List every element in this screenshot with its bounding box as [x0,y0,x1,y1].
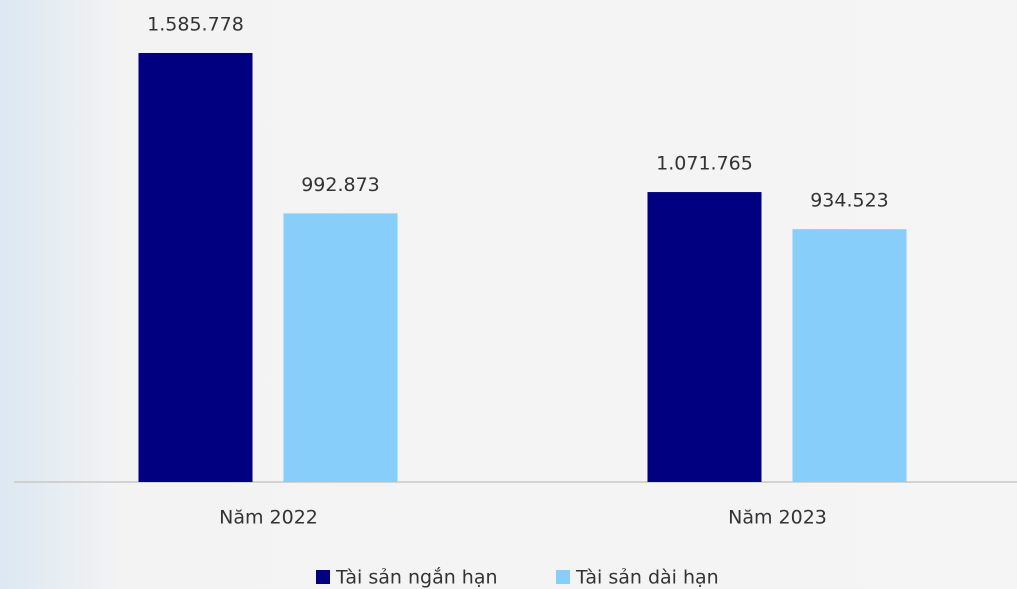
data-label: 1.071.765 [656,153,753,175]
legend-label: Tài sản dài hạn [575,567,719,589]
bar [792,229,907,482]
legend-swatch [556,570,570,584]
legend-label: Tài sản ngắn hạn [335,566,498,589]
x-tick-label: Năm 2023 [728,507,827,529]
data-label: 934.523 [810,190,889,212]
bar [647,192,762,482]
data-label: 992.873 [301,174,380,196]
bar [138,53,253,482]
bar [283,213,398,483]
data-label: 1.585.778 [147,14,244,36]
legend-swatch [316,570,330,584]
x-tick-label: Năm 2022 [219,507,318,529]
